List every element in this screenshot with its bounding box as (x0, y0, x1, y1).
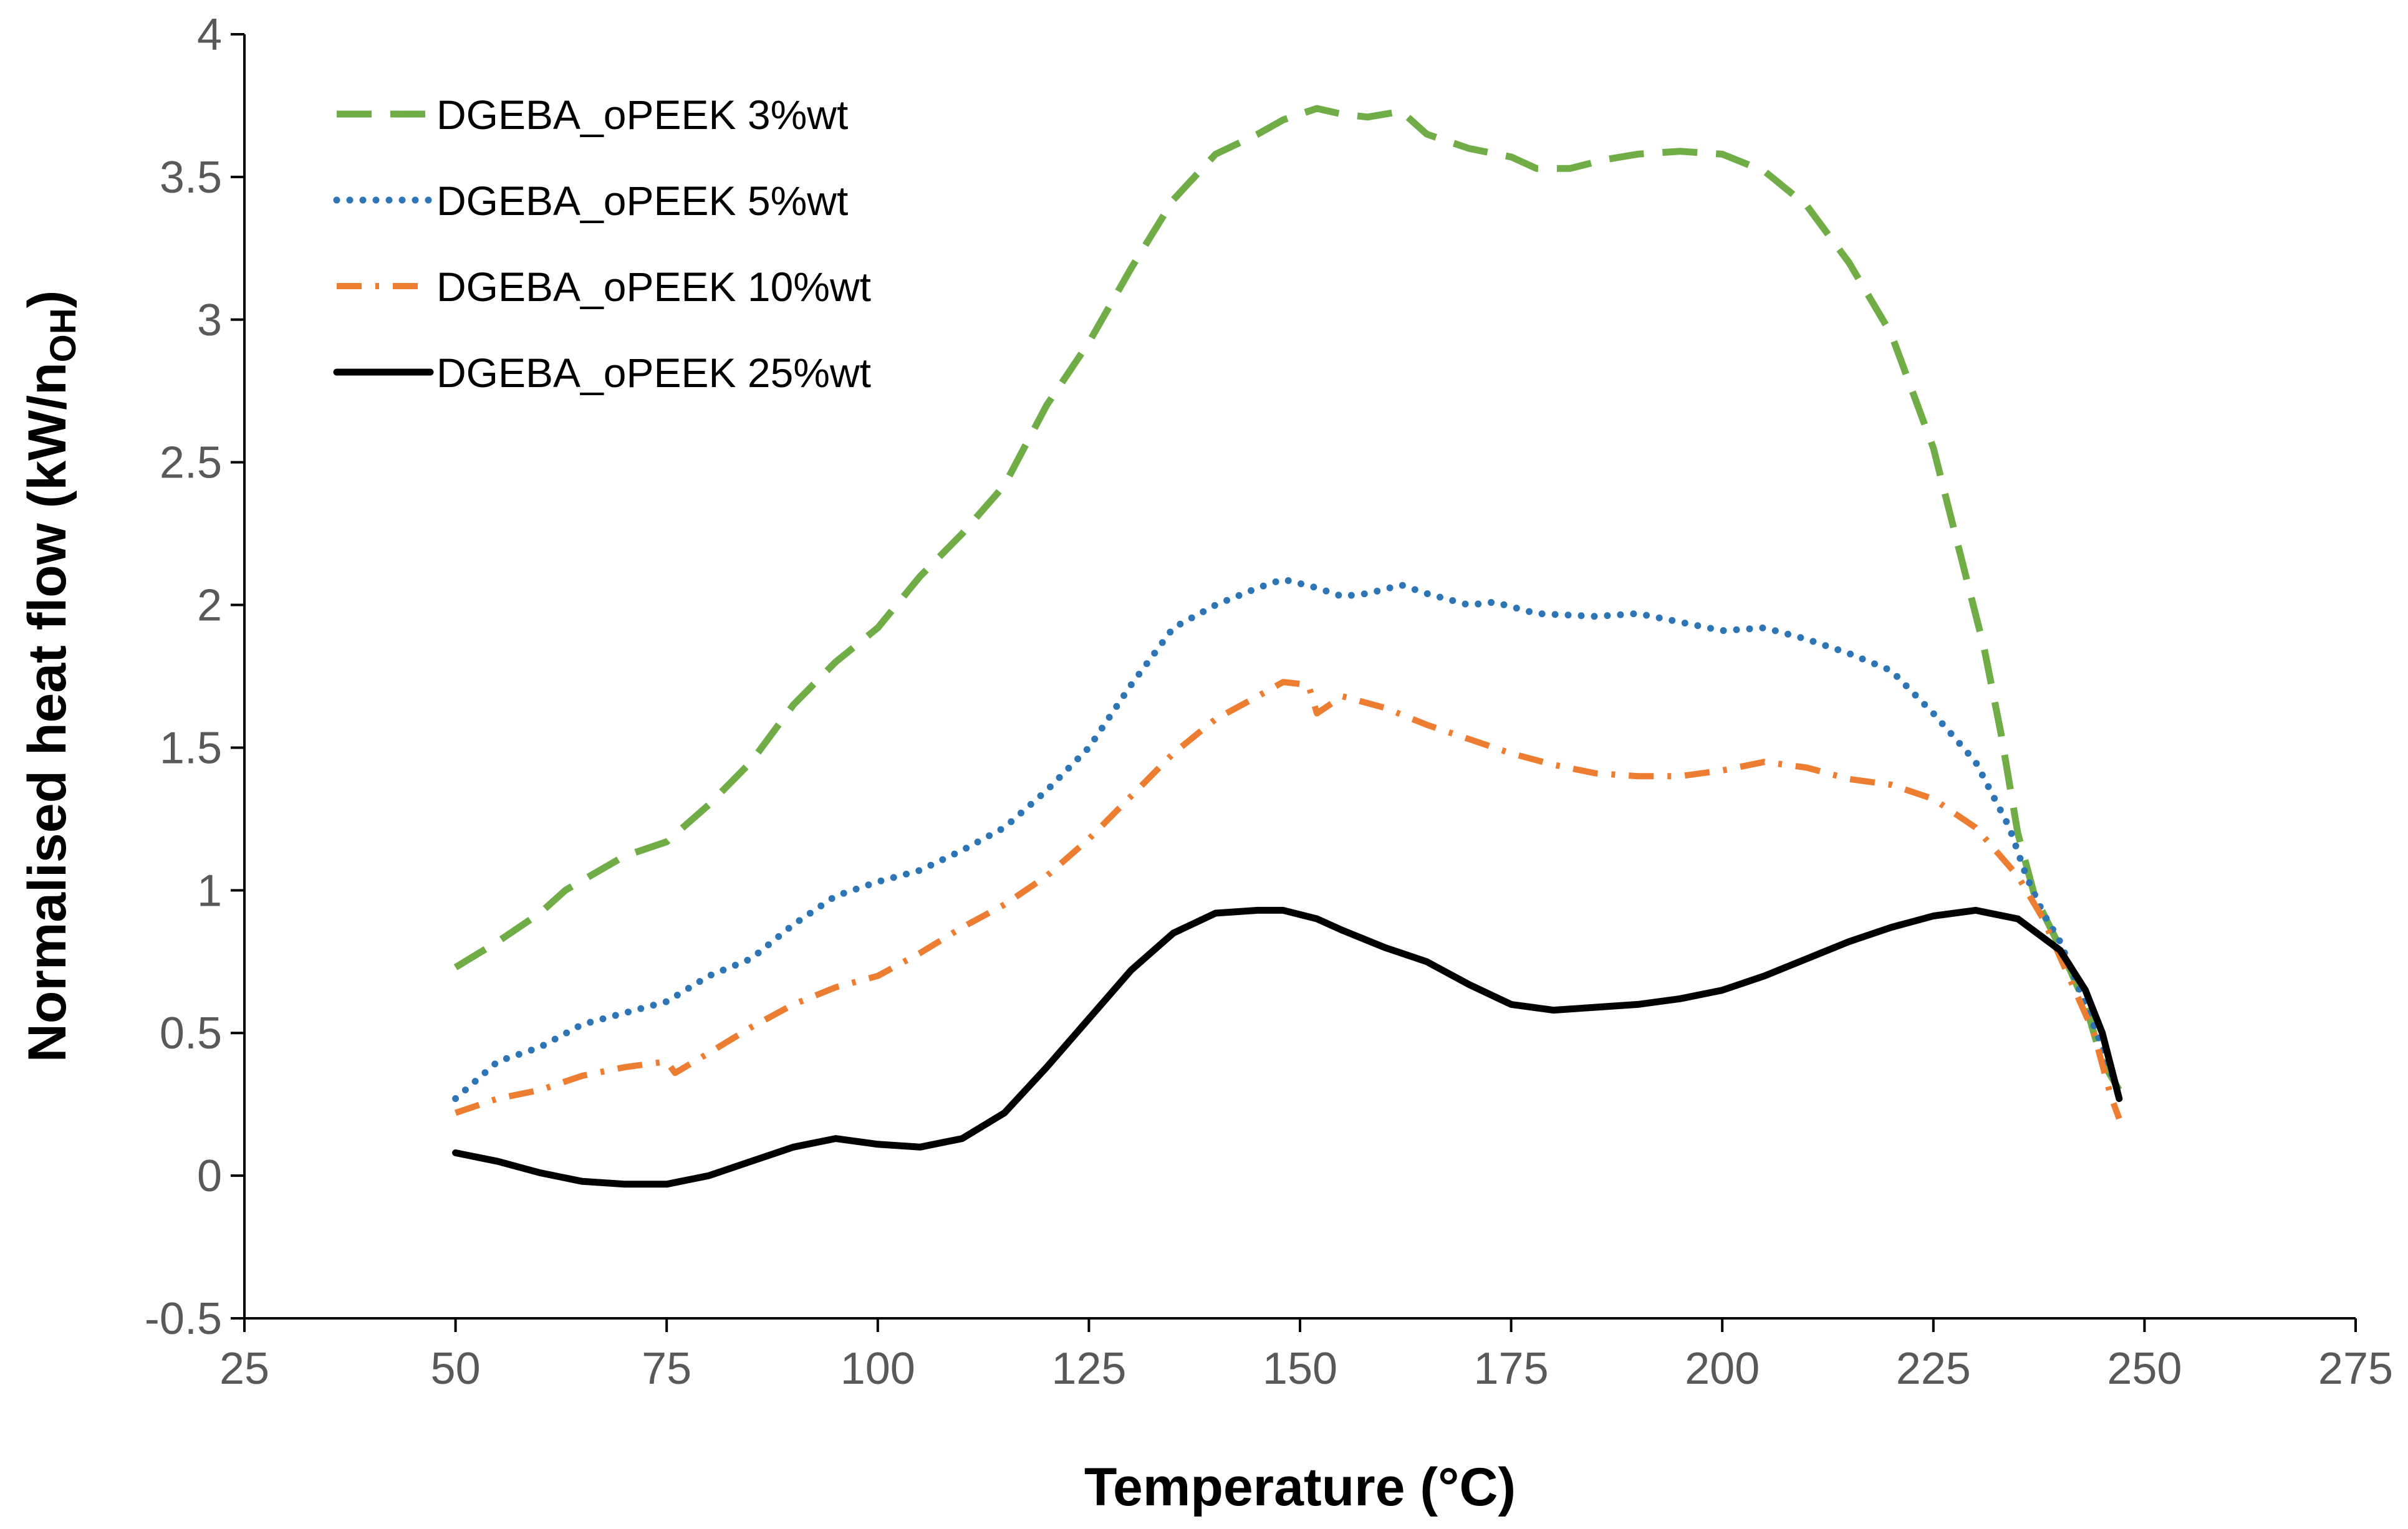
y-axis-title-main: Normalised heat flow (kW/n (17, 362, 77, 1062)
series-line-1 (453, 105, 2122, 1092)
series-line-4 (452, 906, 2123, 1188)
y-tick-label: 4 (197, 10, 222, 60)
x-tick-label: 100 (840, 1344, 915, 1394)
x-tick-label: 225 (1896, 1344, 1971, 1394)
x-tick-label: 125 (1051, 1344, 1126, 1394)
y-axis-title: Normalised heat flow (kW/nOH) (17, 290, 84, 1063)
legend-label-2: DGEBA_oPEEK 5%wt (436, 178, 848, 224)
y-tick-label: 3.5 (160, 153, 222, 203)
y-tick-label: 1.5 (160, 723, 222, 773)
series-line-2 (452, 575, 2123, 1102)
legend-label-1: DGEBA_oPEEK 3%wt (436, 92, 848, 138)
y-tick-label: 2.5 (160, 438, 222, 488)
x-axis-title: Temperature (°C) (1084, 1457, 1516, 1517)
legend: DGEBA_oPEEK 3%wt DGEBA_oPEEK 5%wt DGEBA_oP… (333, 92, 871, 396)
axes: -0.5 0 0.5 1 1.5 2 2.5 3 3.5 4 25 50 75 100 125 150 175 2… (145, 10, 2393, 1394)
y-tick-label: 0.5 (160, 1009, 222, 1058)
x-tick-label: 200 (1685, 1344, 1760, 1394)
y-tick-label: 2 (197, 581, 222, 631)
y-tick-label: 3 (197, 295, 222, 345)
x-tick-label: 75 (642, 1344, 691, 1394)
y-tick-label: -0.5 (145, 1294, 222, 1344)
series-lines (452, 105, 2123, 1188)
legend-label-4: DGEBA_oPEEK 25%wt (436, 350, 871, 396)
y-axis-title-suffix: ) (17, 290, 77, 309)
x-tick-label: 150 (1263, 1344, 1337, 1394)
series-line-3 (454, 679, 2122, 1120)
y-axis-title-subscript: OH (43, 308, 84, 362)
y-tick-label: 0 (197, 1151, 222, 1201)
legend-label-3: DGEBA_oPEEK 10%wt (436, 264, 871, 310)
x-tick-label: 275 (2318, 1344, 2393, 1394)
x-tick-label: 175 (1474, 1344, 1549, 1394)
x-tick-label: 50 (431, 1344, 481, 1394)
x-tick-label: 250 (2107, 1344, 2182, 1394)
y-tick-label: 1 (197, 866, 222, 916)
x-tick-label: 25 (219, 1344, 269, 1394)
